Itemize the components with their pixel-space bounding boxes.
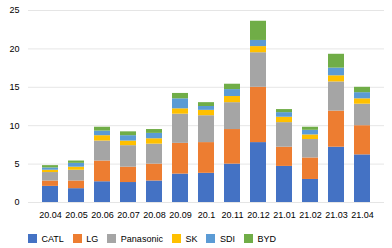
svg-text:20: 20 bbox=[9, 44, 19, 54]
svg-text:25: 25 bbox=[9, 5, 19, 15]
svg-text:20.11: 20.11 bbox=[222, 210, 244, 220]
svg-text:21.04: 21.04 bbox=[351, 210, 374, 220]
svg-text:20.12: 20.12 bbox=[247, 210, 270, 220]
svg-text:20.05: 20.05 bbox=[65, 210, 88, 220]
html-text:BYD: BYD bbox=[257, 233, 276, 244]
svg-text:20.09: 20.09 bbox=[169, 210, 192, 220]
svg-text:21.02: 21.02 bbox=[299, 210, 322, 220]
html-text:LG: LG bbox=[86, 233, 99, 244]
html-text:SK: SK bbox=[185, 233, 198, 244]
svg-text:10: 10 bbox=[9, 121, 19, 131]
svg-text:0: 0 bbox=[14, 197, 19, 207]
svg-text:21.03: 21.03 bbox=[325, 210, 348, 220]
svg-text:20.07: 20.07 bbox=[117, 210, 140, 220]
html-text:Panasonic: Panasonic bbox=[120, 233, 163, 244]
svg-text:21.01: 21.01 bbox=[273, 210, 296, 220]
svg-text:15: 15 bbox=[9, 82, 19, 92]
svg-text:5: 5 bbox=[14, 159, 19, 169]
html-text:SDI: SDI bbox=[219, 233, 235, 244]
svg-text:20.08: 20.08 bbox=[143, 210, 166, 220]
svg-text:20.04: 20.04 bbox=[39, 210, 62, 220]
svg-text:20.06: 20.06 bbox=[91, 210, 114, 220]
html-text:CATL: CATL bbox=[41, 233, 64, 244]
svg-text:20.1: 20.1 bbox=[198, 210, 216, 220]
